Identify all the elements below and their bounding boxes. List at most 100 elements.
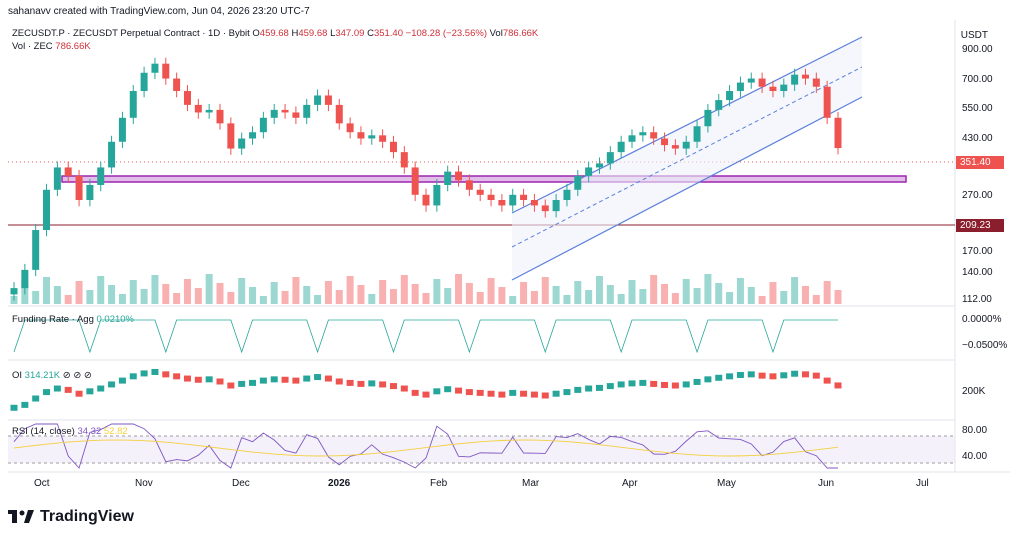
candle-body [400,152,408,168]
candle-body [791,74,799,85]
candle-body [812,78,820,87]
candle-body [661,138,669,146]
oi-bar [747,371,755,378]
price-label: 550.00 [962,103,993,114]
rsi-band [8,436,955,463]
channel-lower-line[interactable] [511,96,863,281]
volume-bar [455,274,463,304]
oi-bar [639,379,647,386]
volume-bar [303,286,311,304]
volume-bar [693,288,701,304]
level-price-tag: 209.23 [956,219,1004,232]
brand-name: TradingView [40,508,134,525]
volume-legend: Vol · ZEC 786.66K [12,41,91,52]
candle-body [314,95,322,105]
tradingview-logo[interactable]: TradingView [8,508,134,526]
symbol-name[interactable]: ZECUSDT.P · ZECUSDT Perpetual Contract ·… [12,28,250,39]
oi-bar [509,389,517,396]
volume-bar [595,276,603,304]
candle-body [520,194,528,200]
oi-bar [227,382,235,389]
time-label: Oct [34,478,50,489]
volume-bar [259,296,267,304]
oi-bar [715,374,723,381]
candle-body [563,189,571,200]
candle-body [389,141,397,153]
vol-zec-label: Vol · ZEC [12,41,53,52]
price-label: 270.00 [962,190,993,201]
channel-upper-line[interactable] [511,36,863,214]
volume-bar [682,279,690,304]
candle-body [509,194,517,206]
candle-body [823,86,831,118]
high-label: H [291,28,299,39]
oi-bar [671,382,679,389]
oi-bar [10,404,18,411]
candle-body [108,141,116,168]
candle-body [736,82,744,92]
candle-body [32,230,40,270]
volume-bar [216,283,224,304]
volume-bar [422,293,430,304]
oi-bar [173,373,181,380]
oi-bar [43,389,51,396]
oi-label[interactable]: OI [12,370,23,381]
candle-body [617,141,625,153]
oi-bar [606,383,614,390]
candle-body [227,123,235,149]
volume-bar [639,289,647,304]
candle-body [259,117,267,133]
volume-bar [335,290,343,304]
close-label: C [367,28,374,39]
oi-bar [249,379,257,386]
close-value: 351.40 [373,28,403,39]
funding-rate-line [13,319,838,354]
candle-body [552,199,560,212]
volume-bar [487,278,495,304]
oi-bar [465,389,473,396]
volume-bar [585,290,593,304]
candle-body [455,171,463,181]
candle-body [357,132,365,139]
candle-body [205,109,213,113]
rsi-line [13,423,838,469]
candle-body [129,91,137,118]
oi-bar [693,378,701,385]
support-zone[interactable] [61,175,907,183]
oi-bar [140,370,148,377]
volume-bar [389,289,397,304]
volume-bar [32,291,40,304]
funding-value: 0.0210% [96,314,135,325]
oi-bar [585,385,593,392]
volume-bar [812,295,820,304]
candle-body [476,189,484,195]
channel-mid-line[interactable] [511,66,863,248]
time-label: Nov [135,478,153,489]
oi-bar [552,390,560,397]
oi-bar [769,373,777,380]
funding-label[interactable]: Funding Rate · Agg [12,314,94,325]
candle-body [335,104,343,124]
rsi-label[interactable]: RSI (14, close) [12,426,75,437]
volume-bar [476,292,484,304]
volume-bar [650,275,658,304]
oi-bar [617,381,625,388]
candle-body [487,194,495,200]
change-value: −108.28 (−23.56%) [405,28,487,39]
time-label: 2026 [328,478,351,489]
oi-bar [205,376,213,383]
candle-body [715,100,723,110]
price-label: 170.00 [962,246,993,257]
tv-logo-icon [8,510,34,523]
oi-bar [595,384,603,391]
volume-bar [520,282,528,304]
rsi-axis-label: 40.00 [962,451,988,462]
volume-bar [227,292,235,304]
candle-body [162,63,170,79]
volume-bar [498,287,506,304]
oi-bar [530,391,538,398]
volume-bar [281,291,289,304]
volume-bar [541,277,549,304]
candle-body [574,175,582,190]
